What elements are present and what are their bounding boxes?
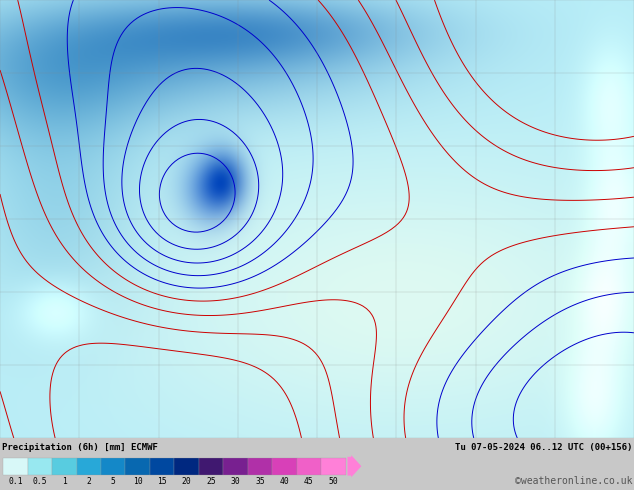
- Bar: [126, 458, 150, 475]
- Bar: [199, 458, 223, 475]
- Text: 1: 1: [62, 477, 67, 487]
- Text: 40: 40: [280, 477, 289, 487]
- Bar: [297, 458, 321, 475]
- Bar: [321, 458, 346, 475]
- Bar: [272, 458, 297, 475]
- Bar: [174, 458, 199, 475]
- Text: 0.1: 0.1: [8, 477, 23, 487]
- Text: Tu 07-05-2024 06..12 UTC (00+156): Tu 07-05-2024 06..12 UTC (00+156): [455, 442, 633, 451]
- Bar: [248, 458, 272, 475]
- Bar: [28, 458, 52, 475]
- Text: 5: 5: [111, 477, 115, 487]
- FancyArrow shape: [347, 455, 361, 477]
- Text: ©weatheronline.co.uk: ©weatheronline.co.uk: [515, 476, 633, 486]
- Text: Precipitation (6h) [mm] ECMWF: Precipitation (6h) [mm] ECMWF: [2, 442, 158, 451]
- Text: 35: 35: [255, 477, 265, 487]
- Text: 45: 45: [304, 477, 314, 487]
- Bar: [101, 458, 126, 475]
- Bar: [3, 458, 28, 475]
- Text: 20: 20: [182, 477, 191, 487]
- Bar: [52, 458, 77, 475]
- Text: 25: 25: [206, 477, 216, 487]
- Bar: [150, 458, 174, 475]
- Text: 15: 15: [157, 477, 167, 487]
- Bar: [223, 458, 248, 475]
- Text: 2: 2: [86, 477, 91, 487]
- Text: 0.5: 0.5: [32, 477, 47, 487]
- Text: 30: 30: [231, 477, 240, 487]
- Text: 50: 50: [328, 477, 338, 487]
- Text: 10: 10: [133, 477, 143, 487]
- Bar: [77, 458, 101, 475]
